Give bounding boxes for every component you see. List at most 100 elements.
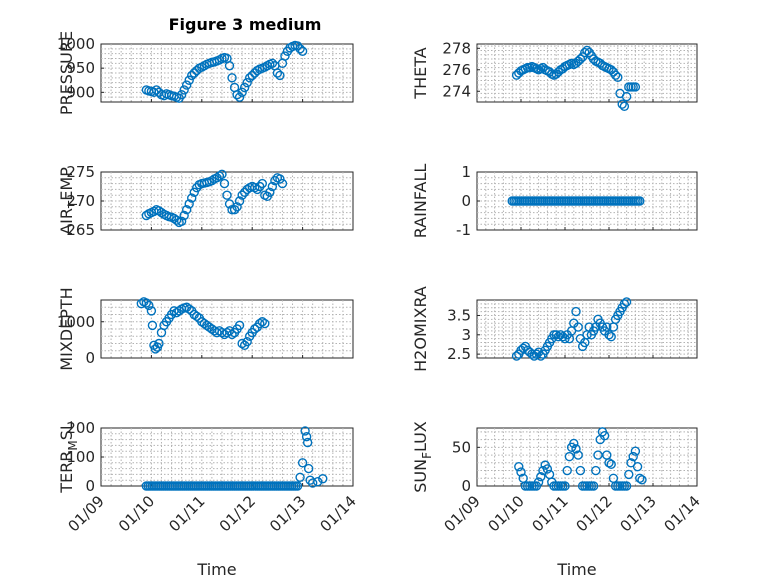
subplot-terr_msl: 01/09 01/10 01/11 01/12 01/13 01/140100200TER…: [57, 419, 360, 579]
x-axis-label: Time: [556, 560, 596, 579]
y-tick-label: 3: [461, 326, 471, 344]
data-point: [265, 187, 275, 198]
data-point: [533, 477, 544, 487]
data-point: [617, 99, 627, 109]
data-point: [551, 330, 561, 340]
y-axis-label-main: TERR: [57, 451, 76, 494]
data-point: [575, 465, 586, 476]
data-point: [229, 204, 240, 215]
data-point: [573, 450, 583, 460]
y-axis-label-main: RAINFALL: [411, 164, 430, 239]
data-point: [147, 320, 158, 331]
y-axis-label-main: MIXDEPTH: [57, 287, 76, 370]
data-point: [624, 469, 634, 480]
data-point: [275, 70, 285, 81]
data-point: [571, 444, 581, 454]
y-tick-label: 2.5: [447, 345, 471, 363]
data-point: [181, 80, 192, 90]
y-tick-label: -1: [456, 221, 471, 239]
x-axis-label: Time: [196, 560, 236, 579]
data-point: [239, 82, 250, 93]
data-point: [527, 349, 537, 359]
y-tick-label: 100: [66, 448, 95, 466]
y-axis-label: H2OMIXRA: [411, 286, 430, 372]
y-axis-label-tail: EMP: [57, 167, 76, 201]
data-point: [176, 90, 187, 100]
y-axis-label-main: THETA: [411, 47, 430, 99]
y-axis-label: THETA: [411, 47, 430, 99]
data-point: [297, 458, 308, 468]
data-point: [267, 181, 278, 192]
data-point: [588, 481, 599, 491]
data-point: [632, 461, 643, 472]
data-point: [237, 190, 247, 200]
data-point: [146, 306, 157, 316]
y-axis-label-main: PRESSURE: [57, 31, 76, 115]
data-point: [232, 90, 242, 100]
data-point: [141, 298, 152, 308]
y-axis-label: PRESSURE: [57, 31, 76, 115]
data-point: [242, 77, 252, 88]
data-point: [621, 91, 632, 102]
data-point: [227, 329, 237, 340]
x-tick-label: 01/14: [661, 492, 704, 535]
data-point: [571, 306, 581, 317]
data-point: [227, 73, 237, 83]
data-point: [511, 351, 522, 361]
y-tick-label: 265: [66, 221, 95, 239]
data-point: [250, 182, 260, 193]
data-point: [237, 87, 247, 98]
x-tick-label: 01/11: [165, 492, 208, 535]
subplot-rainfall: -1 0 1 RAINFALL: [411, 163, 698, 239]
data-point: [637, 475, 647, 485]
data-point: [179, 85, 189, 95]
data-point: [247, 70, 257, 81]
data-point: [242, 336, 252, 347]
data-point: [593, 450, 603, 460]
y-tick-label: 275: [66, 163, 95, 181]
data-point: [275, 174, 285, 184]
y-tick-label: 276: [442, 61, 471, 79]
data-point: [227, 204, 237, 215]
data-point: [207, 175, 217, 186]
y-axis-label-tail: LUX: [411, 421, 430, 452]
data-point: [272, 68, 283, 78]
y-tick-label: 0: [461, 192, 471, 210]
data-point: [599, 431, 610, 441]
data-point: [151, 85, 162, 95]
y-axis-label-subscript: F: [420, 452, 434, 459]
data-point: [244, 73, 255, 83]
y-tick-label: 0: [85, 477, 95, 495]
x-tick-label: 01/10: [115, 492, 158, 535]
data-point: [239, 187, 250, 198]
data-point: [295, 44, 305, 54]
data-point: [610, 70, 621, 80]
data-point: [184, 199, 194, 209]
data-point: [569, 438, 579, 449]
data-point: [621, 481, 632, 491]
data-point: [606, 459, 616, 470]
data-point: [619, 299, 630, 309]
data-point: [318, 474, 328, 484]
data-point: [141, 210, 152, 221]
data-point: [257, 178, 267, 189]
y-axis-label-main: H2OMIXRA: [411, 286, 430, 372]
data-point: [154, 338, 164, 349]
y-tick-label: 1: [461, 163, 471, 181]
data-point: [553, 332, 564, 342]
data-point: [189, 68, 199, 78]
y-tick-label: 900: [66, 83, 95, 101]
data-point: [189, 187, 199, 198]
data-point: [250, 324, 260, 334]
data-point: [562, 465, 572, 476]
data-point: [192, 311, 202, 322]
data-point: [313, 476, 323, 487]
data-point: [604, 330, 614, 340]
y-tick-label: 278: [442, 39, 471, 57]
data-point: [575, 54, 586, 64]
y-tick-label: 1000: [57, 313, 95, 331]
data-point: [591, 465, 601, 476]
y-axis-label-tail: SL: [57, 421, 76, 440]
